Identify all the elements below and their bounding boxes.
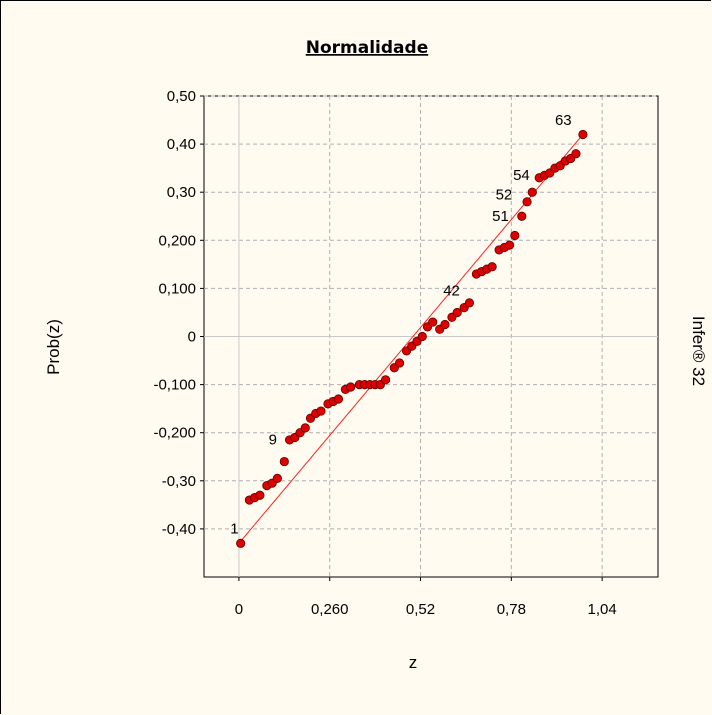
- data-point: [316, 406, 326, 416]
- point-label: 52: [496, 186, 513, 203]
- data-point: [255, 490, 265, 500]
- data-point: [279, 456, 289, 467]
- point-label: 54: [513, 167, 530, 184]
- data-point: [522, 197, 532, 207]
- data-point: [236, 538, 246, 548]
- data-point: [428, 317, 438, 327]
- point-label: 51: [492, 208, 509, 225]
- data-point: [272, 473, 282, 483]
- y-tick-label: 0: [188, 329, 196, 346]
- data-point: [380, 375, 391, 385]
- data-point: [333, 394, 344, 404]
- watermark: Infer® 32: [689, 316, 708, 386]
- y-tick-label: -0,40: [162, 521, 196, 538]
- data-point: [440, 319, 450, 330]
- point-label: 42: [443, 283, 460, 300]
- x-tick-label: 0: [235, 601, 243, 618]
- data-points: [236, 129, 588, 548]
- chart-title: Normalidade: [306, 38, 428, 58]
- y-tick-label: 0,30: [167, 184, 196, 201]
- y-tick-label: -0,200: [153, 425, 196, 442]
- y-tick-label: -0,30: [162, 473, 196, 490]
- data-point: [504, 240, 515, 250]
- point-label: 63: [555, 112, 572, 129]
- data-point: [487, 262, 497, 272]
- x-axis-ticks: 0 0,260 0,52 0,78 1,04: [235, 577, 617, 618]
- x-tick-label: 0,78: [497, 601, 526, 618]
- data-point: [346, 382, 356, 392]
- y-tick-label: 0,100: [158, 280, 196, 297]
- data-point: [578, 129, 588, 140]
- point-label: 9: [269, 432, 277, 449]
- zero-axis-lines: [204, 96, 658, 577]
- data-point: [571, 149, 581, 159]
- x-tick-label: 1,04: [588, 601, 617, 618]
- y-tick-label: 0,200: [158, 232, 196, 249]
- data-point: [394, 358, 405, 368]
- point-label: 1: [230, 521, 238, 538]
- y-tick-label: 0,50: [167, 88, 196, 105]
- x-tick-label: 0,260: [311, 601, 349, 618]
- x-axis-label: z: [409, 653, 418, 672]
- data-point: [417, 331, 427, 342]
- x-tick-label: 0,52: [406, 601, 435, 618]
- y-tick-label: 0,40: [167, 136, 196, 153]
- y-tick-label: -0,100: [153, 377, 196, 394]
- data-point: [464, 298, 475, 308]
- y-axis-ticks: -0,40 -0,30 -0,200 -0,100 0 0,100 0,200 0,30 0,4…: [153, 88, 204, 538]
- y-axis-label: Prob(z): [44, 319, 63, 375]
- data-point: [452, 307, 462, 318]
- data-point: [527, 187, 537, 197]
- data-point: [300, 423, 310, 433]
- data-point: [510, 230, 520, 241]
- data-point: [517, 211, 527, 221]
